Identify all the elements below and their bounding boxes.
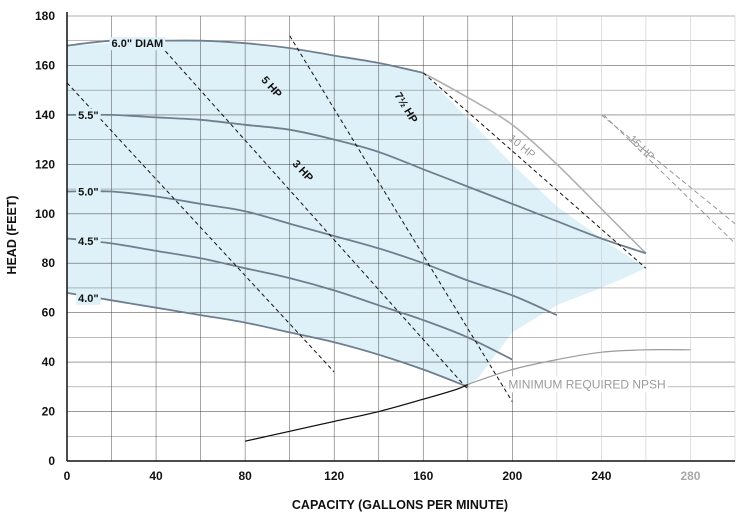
y-tick-label: 100: [35, 207, 55, 221]
y-tick-label: 0: [48, 454, 55, 468]
impeller-label-bg: [76, 108, 101, 122]
hp-label-11: 10 HP: [506, 133, 537, 162]
y-tick-label: 20: [42, 405, 56, 419]
npsh-line-inner: [244, 383, 469, 442]
y-tick-label: 120: [35, 157, 55, 171]
y-tick-label: 80: [42, 256, 56, 270]
series-line-9: [289, 35, 513, 402]
series-line-8: [155, 40, 469, 390]
impeller-label-bg: [76, 234, 101, 248]
impeller-label-2: 5.5": [78, 110, 99, 122]
series-line-12: [603, 114, 736, 244]
impeller-label-bg: [76, 185, 101, 199]
y-tick-label: 180: [35, 9, 55, 23]
x-tick-label: 0: [64, 469, 71, 483]
series-line-3: [66, 190, 558, 316]
y-tick-label: 60: [42, 306, 56, 320]
series-line-10: [422, 72, 647, 269]
npsh-label: MINIMUM REQUIRED NPSH: [508, 377, 665, 391]
impeller-label-bg: [109, 37, 166, 51]
series-line-4: [66, 237, 513, 361]
impeller-label-3: 5.0": [78, 187, 99, 199]
impeller-label-4: 4.5": [78, 236, 99, 248]
x-tick-label: 40: [149, 469, 163, 483]
x-tick-label: 80: [238, 469, 252, 483]
x-tick-label: 280: [680, 469, 700, 483]
y-tick-label: 140: [35, 108, 55, 122]
x-tick-label: 200: [502, 469, 522, 483]
y-axis-title: HEAD (FEET): [5, 195, 19, 274]
series-line-5: [66, 292, 469, 388]
impeller-label-bg: [76, 291, 101, 305]
x-tick-label: 160: [413, 469, 433, 483]
x-axis-title: CAPACITY (GALLONS PER MINUTE): [292, 498, 508, 512]
x-tick-label: 240: [591, 469, 611, 483]
curve-layer: [66, 35, 736, 442]
y-tick-label: 40: [42, 355, 56, 369]
npsh-label-bg: [506, 376, 668, 393]
series-line-11: [601, 114, 736, 225]
axis-layer: 0 20 40 60 80 100 120 140 160 180 0 40 80 120 160 200 24…: [35, 9, 735, 483]
x-tick-label: 120: [324, 469, 344, 483]
series-line-1: [422, 72, 647, 254]
hp-label-12: 15 HP: [626, 133, 656, 163]
impeller-label-5: 4.0": [78, 293, 99, 305]
impeller-label-0: 6.0" DIAM: [112, 38, 164, 50]
y-tick-label: 160: [35, 58, 55, 72]
series-line-7: [66, 82, 335, 373]
